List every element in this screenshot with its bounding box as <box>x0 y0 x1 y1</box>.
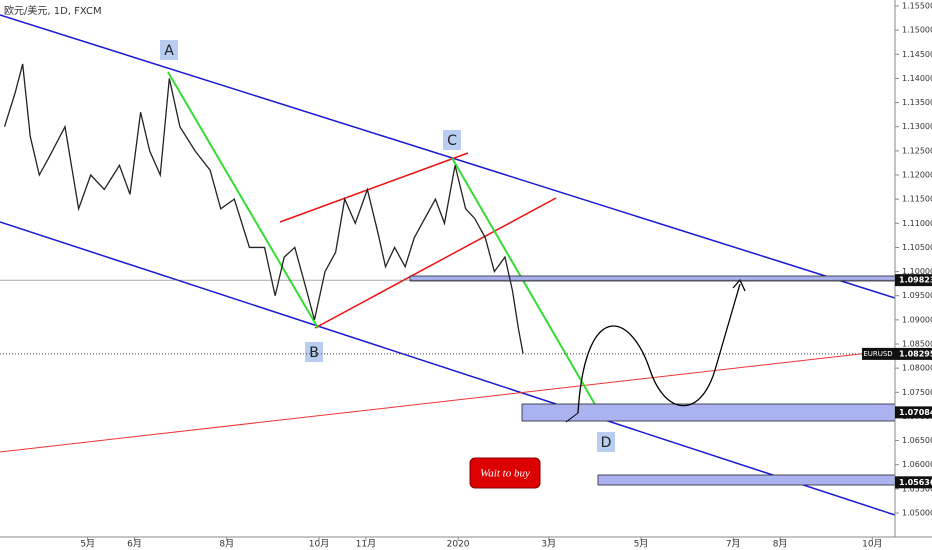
callout-text: Wait to buy <box>480 468 530 480</box>
channel-upper <box>0 14 896 299</box>
price-tag <box>895 274 932 287</box>
wave-line <box>451 157 601 414</box>
label-box <box>305 342 323 362</box>
y-tick-label: 1.05000 <box>902 509 932 518</box>
x-tick-label: 11月 <box>356 539 376 550</box>
price-tag <box>895 476 932 489</box>
label-box <box>160 40 178 60</box>
x-tick-label: 8月 <box>219 539 234 550</box>
y-tick-label: 1.15000 <box>902 26 932 35</box>
forecast-path <box>577 283 741 414</box>
y-tick-label: 1.10000 <box>902 267 932 276</box>
y-tick-label: 1.05500 <box>902 484 932 493</box>
y-tick-label: 1.14500 <box>902 50 932 59</box>
y-tick-label: 1.07500 <box>902 388 932 397</box>
y-tick-label: 1.09500 <box>902 291 932 300</box>
trend-line <box>0 349 896 453</box>
chart-title: 欧元/美元, 1D, FXCM <box>4 4 102 17</box>
y-tick-label: 1.13000 <box>902 122 932 131</box>
price-tag <box>895 406 932 419</box>
y-tick-label: 1.11000 <box>902 219 932 228</box>
x-tick-label: 6月 <box>127 539 142 550</box>
x-tick-label: 2020 <box>447 540 470 550</box>
wave-label: B <box>309 345 319 361</box>
price-tag-label: 1.09823 <box>899 276 932 285</box>
x-tick-label: 10月 <box>862 539 882 550</box>
wave-label: D <box>601 435 612 451</box>
y-tick-label: 1.12000 <box>902 171 932 180</box>
y-tick-label: 1.08000 <box>902 364 932 373</box>
price-tag <box>895 347 932 360</box>
y-tick-label: 1.10500 <box>902 243 932 252</box>
symbol-tag-label: EURUSD <box>863 350 892 358</box>
price-tag-label: 1.08295 <box>899 349 932 358</box>
x-tick-label: 5月 <box>80 539 95 550</box>
y-tick-label: 1.12500 <box>902 146 932 155</box>
symbol-tag <box>862 347 895 360</box>
x-tick-label: 10月 <box>309 539 329 550</box>
x-tick-label: 5月 <box>634 539 649 550</box>
y-tick-label: 1.15500 <box>902 2 932 11</box>
y-tick-label: 1.06000 <box>902 460 932 469</box>
price-line <box>3 63 524 354</box>
label-box <box>597 432 615 452</box>
x-tick-label: 3月 <box>541 539 556 550</box>
channel-lower <box>0 221 896 516</box>
y-tick-label: 1.09000 <box>902 315 932 324</box>
label-box <box>443 130 461 150</box>
wave-label: A <box>164 43 174 59</box>
callout-box <box>469 457 541 489</box>
price-tag-label: 1.05636 <box>899 478 932 487</box>
zone <box>597 474 896 486</box>
wave-label: C <box>447 133 457 149</box>
y-tick-label: 1.13500 <box>902 98 932 107</box>
price-tag-label: 1.07084 <box>899 408 932 417</box>
wave-line <box>167 71 319 329</box>
wedge-lower <box>314 197 557 329</box>
x-tick-label: 7月 <box>726 539 741 550</box>
callout-line <box>565 412 579 423</box>
y-tick-label: 1.14000 <box>902 74 932 83</box>
wedge-upper <box>279 152 469 223</box>
x-tick-label: 8月 <box>773 539 788 550</box>
y-tick-label: 1.06500 <box>902 436 932 445</box>
y-tick-label: 1.11500 <box>902 195 932 204</box>
y-tick-label: 1.08500 <box>902 340 932 349</box>
